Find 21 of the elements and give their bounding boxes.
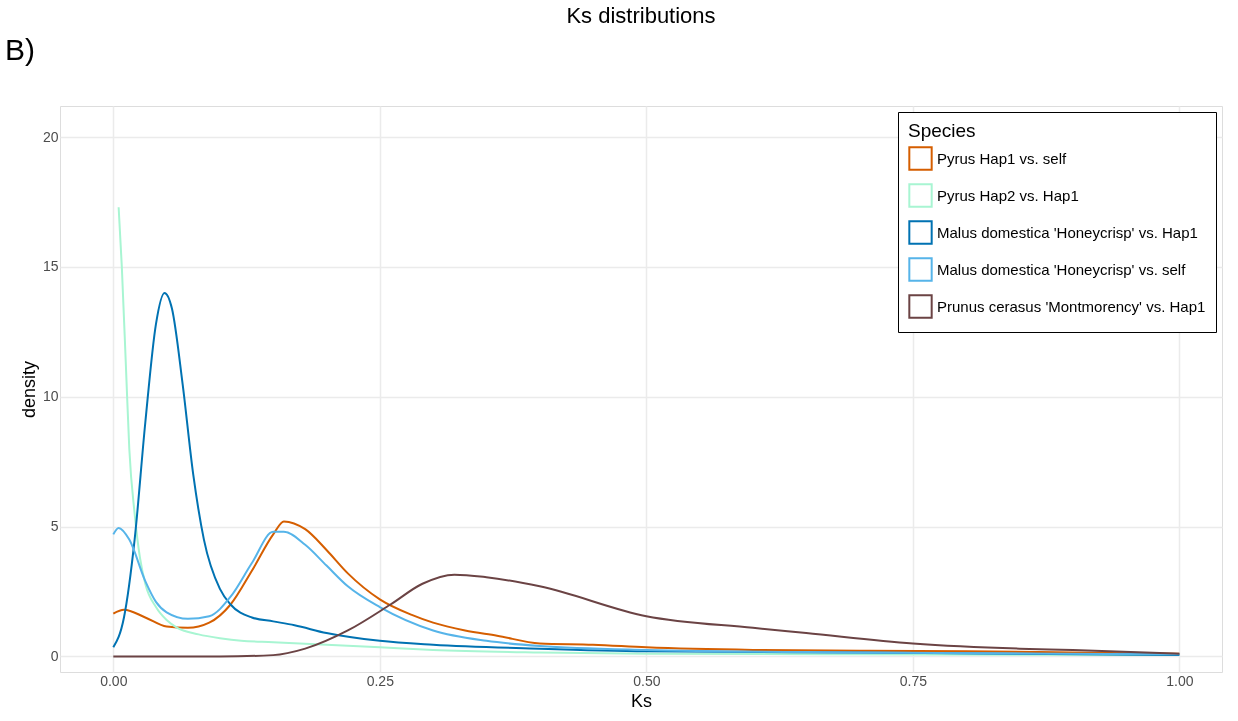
x-tick-label: 0.75 xyxy=(899,672,928,689)
legend-label: Malus domestica 'Honeycrisp' vs. Hap1 xyxy=(937,223,1198,241)
text: B) xyxy=(5,33,35,66)
x-tick-label: 0.50 xyxy=(633,672,661,689)
y-tick-label: 0 xyxy=(50,647,59,664)
x-axis-title: Ks xyxy=(630,690,653,711)
y-tick-label: 5 xyxy=(50,518,59,535)
x-tick-label: 0.25 xyxy=(366,672,395,689)
y-tick-label: 20 xyxy=(42,128,59,145)
y-tick-label: 15 xyxy=(42,258,59,275)
line-series xyxy=(112,573,1181,658)
x-tick-label: 1.00 xyxy=(1166,672,1194,689)
legend-label: Malus domestica 'Honeycrisp' vs. self xyxy=(937,260,1187,278)
legend-title: Species xyxy=(908,120,976,141)
y-axis-title: density xyxy=(18,360,39,419)
chart-title: Ks distributions xyxy=(566,3,716,28)
legend-label: Pyrus Hap2 vs. Hap1 xyxy=(937,186,1079,204)
x-tick-label: 0.00 xyxy=(100,672,128,689)
legend-label: Pyrus Hap1 vs. self xyxy=(937,149,1068,167)
legend-label: Prunus cerasus 'Montmorency' vs. Hap1 xyxy=(937,297,1206,315)
y-tick-label: 10 xyxy=(42,388,59,405)
